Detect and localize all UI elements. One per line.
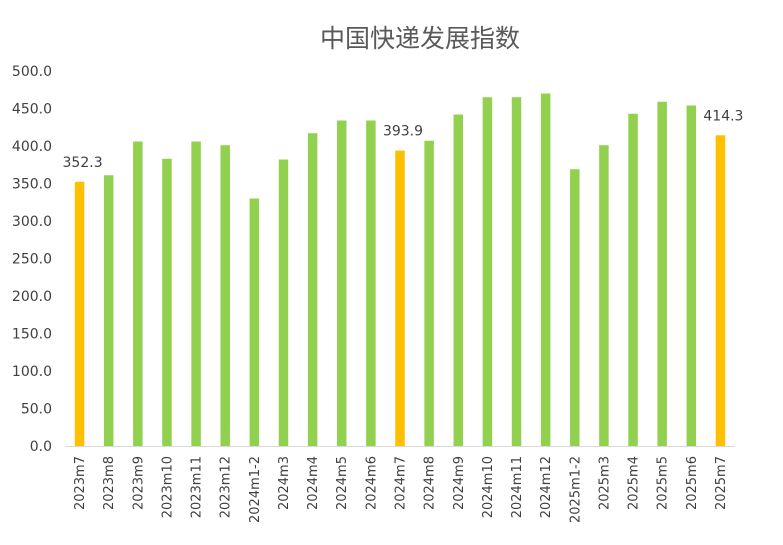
- bar-2024m7: [395, 150, 405, 446]
- y-tick-label: 250.0: [12, 252, 52, 268]
- x-tick-label: 2024m10: [481, 456, 496, 518]
- x-tick-label: 2024m7: [394, 456, 409, 510]
- x-tick-label: 2025m7: [714, 456, 729, 510]
- x-tick-label: 2024m9: [452, 456, 467, 510]
- y-axis: 0.0 50.0 100.0 150.0 200.0 250.0 300.0 350.0 400…: [12, 64, 52, 455]
- bar-2024m3: [278, 159, 289, 446]
- x-tick-label: 2024m3: [277, 456, 292, 510]
- x-axis: 2023m7 2023m8 2023m9 2023m10 2023m11 2023m12 2…: [65, 446, 735, 523]
- y-tick-label: 200.0: [12, 289, 52, 305]
- bar-2024m5: [336, 120, 347, 446]
- data-label: 414.3: [703, 108, 743, 124]
- x-tick-label: 2023m12: [219, 456, 234, 518]
- bar-2023m12: [220, 145, 230, 446]
- x-tick-label: 2024m4: [306, 456, 321, 510]
- x-tick-label: 2023m11: [190, 456, 205, 518]
- y-tick-label: 400.0: [12, 139, 52, 155]
- bar-2025m5: [657, 101, 667, 446]
- bar-2025m6: [686, 105, 697, 446]
- x-tick-label: 2024m5: [335, 456, 350, 510]
- bars-group: [74, 93, 726, 446]
- y-tick-label: 300.0: [12, 214, 52, 230]
- bar-2024m10: [482, 97, 493, 446]
- x-tick-label: 2023m8: [102, 456, 117, 510]
- bar-2025m4: [628, 113, 638, 446]
- data-label: 352.3: [63, 155, 103, 171]
- y-tick-label: 450.0: [12, 102, 52, 118]
- y-tick-label: 150.0: [12, 327, 52, 343]
- x-tick-label: 2025m3: [597, 456, 612, 510]
- bar-2024m6: [366, 120, 376, 446]
- y-tick-label: 350.0: [12, 177, 52, 193]
- y-tick-label: 100.0: [12, 364, 52, 380]
- x-tick-label: 2025m4: [627, 456, 642, 510]
- x-tick-label: 2024m12: [539, 456, 554, 518]
- x-tick-label: 2024m11: [510, 456, 525, 518]
- bar-2025m3: [599, 145, 609, 446]
- x-tick-label: 2023m10: [160, 456, 175, 518]
- data-label: 393.9: [383, 124, 423, 140]
- bar-2023m7: [74, 181, 85, 446]
- x-tick-label: 2024m8: [423, 456, 438, 510]
- x-tick-label: 2024m1-2: [248, 456, 263, 523]
- bar-2023m9: [133, 141, 143, 446]
- bar-2024m1-2: [249, 198, 260, 446]
- x-tick-label: 2024m6: [364, 456, 379, 510]
- bar-2024m4: [307, 133, 318, 446]
- bar-2024m8: [424, 140, 434, 446]
- y-tick-label: 0.0: [30, 439, 52, 455]
- bar-2025m7: [715, 135, 726, 446]
- bar-2023m10: [162, 158, 172, 446]
- y-tick-label: 500.0: [12, 64, 52, 80]
- bar-2023m8: [103, 175, 114, 446]
- y-tick-label: 50.0: [21, 402, 52, 418]
- bar-2024m9: [453, 114, 464, 446]
- chart-title: 中国快递发展指数: [320, 24, 520, 53]
- x-tick-label: 2025m6: [685, 456, 700, 510]
- bar-2023m11: [191, 141, 201, 446]
- x-tick-label: 2025m1-2: [568, 456, 583, 523]
- bar-2025m1-2: [570, 169, 580, 446]
- bar-2024m11: [511, 97, 522, 446]
- x-tick-label: 2023m9: [131, 456, 146, 510]
- data-labels-group: 352.3 393.9 414.3: [63, 108, 744, 170]
- bar-2024m12: [540, 93, 551, 446]
- x-tick-label: 2025m5: [656, 456, 671, 510]
- x-tick-label: 2023m7: [73, 456, 88, 510]
